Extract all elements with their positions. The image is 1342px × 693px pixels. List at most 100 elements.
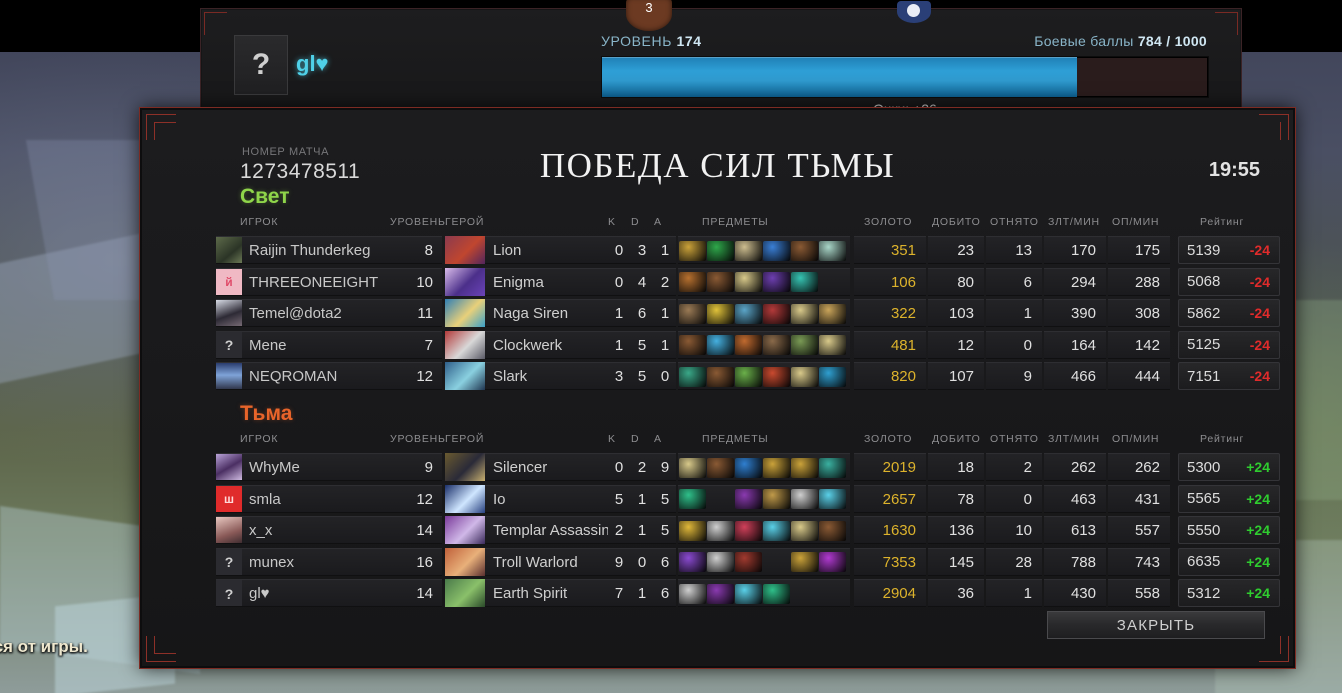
item-icon[interactable] [791, 584, 818, 604]
avatar[interactable]: й [216, 267, 242, 296]
item-icon[interactable] [707, 366, 734, 387]
avatar[interactable] [216, 236, 242, 264]
table-row[interactable]: x_x 14 Templar Assassin 2 1 5 1630 136 10 613 557 5… [142, 516, 1293, 544]
item-icon[interactable] [707, 583, 734, 604]
table-row[interactable]: ? munex 16 Troll Warlord 9 0 6 7353 145 28 788 743 6… [142, 547, 1293, 576]
mmr-box: 5125 -24 [1178, 330, 1280, 359]
item-icon[interactable] [679, 457, 706, 478]
item-icon[interactable] [763, 366, 790, 387]
item-icon[interactable] [679, 520, 706, 541]
close-button[interactable]: ЗАКРЫТЬ [1047, 611, 1265, 639]
item-icon[interactable] [791, 552, 818, 572]
item-icon[interactable] [791, 489, 818, 509]
item-icon[interactable] [763, 457, 790, 478]
mmr-value: 6635 [1187, 553, 1221, 570]
item-icon[interactable] [679, 335, 706, 355]
item-icon[interactable] [791, 366, 818, 387]
avatar[interactable] [216, 453, 242, 481]
avatar[interactable]: ш [216, 484, 242, 513]
item-icon[interactable] [679, 583, 706, 604]
item-icon[interactable] [735, 366, 762, 387]
item-icon[interactable] [763, 240, 790, 261]
item-icon[interactable] [679, 489, 706, 509]
avatar[interactable] [216, 362, 242, 390]
item-icon[interactable] [819, 552, 846, 572]
table-row[interactable]: NEQROMAN 12 Slark 3 5 0 820 107 9 466 444 7151 -24 [142, 362, 1293, 390]
hero-portrait [445, 453, 485, 481]
item-icon[interactable] [819, 457, 846, 478]
item-icon[interactable] [679, 303, 706, 324]
match-id-value: 1273478511 [240, 160, 361, 183]
item-icon[interactable] [819, 489, 846, 509]
avatar[interactable] [216, 299, 242, 327]
item-icon[interactable] [707, 240, 734, 261]
table-row[interactable]: й THREEONEEIGHT 10 Enigma 0 4 2 106 80 6 294 288 506… [142, 267, 1293, 296]
item-icon[interactable] [791, 240, 818, 261]
item-icon[interactable] [819, 240, 846, 261]
item-icon[interactable] [819, 520, 846, 541]
item-icon[interactable] [819, 272, 846, 292]
item-icon[interactable] [819, 335, 846, 355]
item-icon[interactable] [707, 303, 734, 324]
item-icon[interactable] [735, 552, 762, 572]
item-icon[interactable] [791, 457, 818, 478]
item-icon[interactable] [763, 335, 790, 355]
kills-value: 7 [608, 579, 630, 607]
avatar[interactable]: ? [216, 579, 242, 607]
assists-value: 1 [654, 299, 676, 327]
item-icon[interactable] [707, 335, 734, 355]
table-row[interactable]: Temel@dota2 11 Naga Siren 1 6 1 322 103 1 390 308 5… [142, 299, 1293, 327]
item-icon[interactable] [763, 489, 790, 509]
item-icon[interactable] [791, 520, 818, 541]
avatar[interactable]: ? [216, 547, 242, 576]
player-level: 7 [390, 330, 442, 359]
item-icon[interactable] [735, 457, 762, 478]
item-icon[interactable] [819, 366, 846, 387]
avatar[interactable] [216, 516, 242, 544]
kills-value: 0 [608, 236, 630, 264]
item-icon[interactable] [819, 584, 846, 604]
table-row[interactable]: ? Mene 7 Clockwerk 1 5 1 481 12 0 164 142 5125 -24 [142, 330, 1293, 359]
item-icon[interactable] [707, 552, 734, 572]
item-icon[interactable] [763, 583, 790, 604]
table-row[interactable]: ? gl♥ 14 Earth Spirit 7 1 6 2904 36 1 430 558 5312 +2… [142, 579, 1293, 607]
item-icon[interactable] [763, 520, 790, 541]
deaths-value: 6 [631, 299, 653, 327]
column-header-a: A [654, 433, 662, 445]
item-icon[interactable] [763, 303, 790, 324]
item-icon[interactable] [679, 552, 706, 572]
avatar[interactable]: ? [216, 330, 242, 359]
item-icon[interactable] [735, 489, 762, 509]
item-icon[interactable] [707, 457, 734, 478]
item-icon[interactable] [679, 272, 706, 292]
table-row[interactable]: ш smla 12 Io 5 1 5 2657 78 0 463 431 5565 +24 [142, 484, 1293, 513]
item-icon[interactable] [735, 583, 762, 604]
item-icon[interactable] [707, 520, 734, 541]
assists-value: 2 [654, 267, 676, 296]
item-icon[interactable] [707, 272, 734, 292]
deaths-value: 5 [631, 330, 653, 359]
hero-portrait [445, 330, 485, 359]
item-icon[interactable] [819, 303, 846, 324]
item-icon[interactable] [735, 272, 762, 292]
table-row[interactable]: Raijin Thunderkeg 8 Lion 0 3 1 351 23 13 170 175 51… [142, 236, 1293, 264]
chat-line: лючился от игры. [0, 637, 88, 656]
item-icon[interactable] [791, 303, 818, 324]
mmr-value: 5565 [1187, 490, 1221, 507]
item-icon[interactable] [791, 335, 818, 355]
avatar[interactable]: ? [234, 35, 288, 95]
hero-portrait [445, 516, 485, 544]
mmr-delta: -24 [1249, 273, 1270, 290]
item-icon[interactable] [763, 272, 790, 292]
item-icon[interactable] [735, 520, 762, 541]
item-icon[interactable] [791, 272, 818, 292]
item-icon[interactable] [763, 552, 790, 572]
item-icon[interactable] [735, 303, 762, 324]
item-icon[interactable] [735, 335, 762, 355]
item-icon[interactable] [679, 366, 706, 387]
item-icon[interactable] [735, 240, 762, 261]
item-icon[interactable] [679, 240, 706, 261]
column-header-k: K [608, 216, 616, 228]
item-icon[interactable] [707, 489, 734, 509]
table-row[interactable]: WhyMe 9 Silencer 0 2 9 2019 18 2 262 262 5300 +24 [142, 453, 1293, 481]
